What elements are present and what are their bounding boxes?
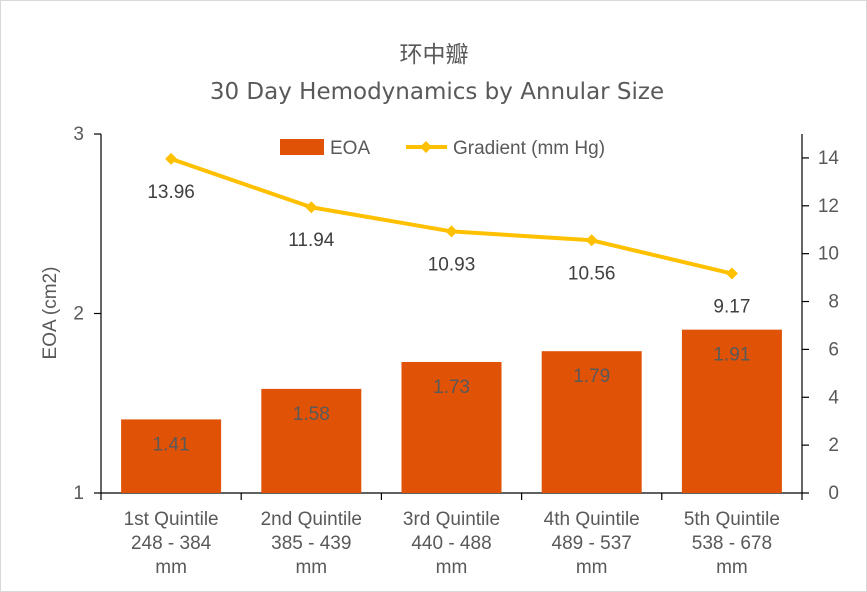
category-label-line: 1st Quintile	[124, 509, 219, 530]
gradient-data-label: 10.56	[568, 263, 616, 284]
category-label-line: mm	[155, 557, 187, 578]
legend-eoa-swatch	[280, 139, 324, 155]
gradient-marker	[725, 267, 738, 280]
category-label-line: mm	[576, 557, 608, 578]
bar-data-label: 1.41	[153, 434, 190, 455]
gradient-marker	[165, 152, 178, 165]
category-label-line: 2nd Quintile	[261, 509, 362, 530]
bar-eoa	[261, 388, 362, 493]
category-label-line: 248 - 384	[131, 533, 212, 554]
category-label: 2nd Quintile 385 - 439 mm	[261, 509, 362, 578]
gradient-data-label: 11.94	[288, 230, 335, 251]
labels-layer: 1.41 1.58 1.73 1.79 1.91 13.96 11.94 10.93 10.56…	[147, 182, 750, 456]
right-axis-tick-label: 8	[828, 292, 839, 313]
gradient-marker	[305, 201, 318, 214]
right-axis-tick-label: 12	[818, 196, 839, 217]
left-axis-tick-label: 2	[73, 304, 84, 325]
gradient-data-label: 13.96	[147, 182, 195, 203]
category-label-line: mm	[716, 557, 748, 578]
bars-layer	[121, 329, 782, 493]
category-label: 5th Quintile 538 - 678 mm	[684, 509, 780, 578]
bar-eoa	[401, 361, 502, 493]
category-label-line: mm	[295, 557, 327, 578]
gradient-marker	[445, 225, 458, 238]
category-label: 4th Quintile 489 - 537 mm	[544, 509, 640, 578]
gradient-data-label: 9.17	[713, 297, 750, 318]
right-axis-tick-label: 6	[828, 339, 839, 360]
legend: EOA Gradient (mm Hg)	[280, 138, 605, 159]
left-axis-tick-label: 1	[73, 483, 84, 504]
right-axis-tick-label: 2	[828, 435, 839, 456]
right-axis-tick-label: 0	[828, 483, 839, 504]
bar-data-label: 1.91	[713, 345, 750, 366]
category-label-line: 440 - 488	[411, 533, 491, 554]
chart-title: 环中瓣	[400, 42, 469, 68]
gradient-marker	[585, 234, 598, 247]
legend-eoa-label: EOA	[330, 138, 370, 159]
category-label: 3rd Quintile 440 - 488 mm	[403, 509, 500, 578]
category-label-line: 489 - 537	[552, 533, 632, 554]
category-label-line: mm	[436, 557, 468, 578]
right-axis-tick-label: 4	[828, 387, 839, 408]
chart-subtitle: 30 Day Hemodynamics by Annular Size	[210, 79, 664, 105]
category-label-line: 3rd Quintile	[403, 509, 500, 530]
bar-eoa	[121, 419, 222, 493]
bar-eoa	[681, 329, 782, 493]
bar-data-label: 1.58	[293, 404, 330, 425]
left-axis-tick-label: 3	[73, 124, 84, 145]
gradient-data-label: 10.93	[428, 254, 476, 275]
left-axis-title: EOA (cm2)	[40, 267, 61, 360]
right-axis-tick-label: 10	[818, 244, 839, 265]
category-label-line: 5th Quintile	[684, 509, 780, 530]
bar-data-label: 1.73	[433, 377, 470, 398]
legend-gradient-marker	[420, 141, 432, 153]
category-label: 1st Quintile 248 - 384 mm	[124, 509, 219, 578]
bar-eoa	[541, 351, 642, 493]
right-axis-tick-label: 14	[818, 148, 840, 169]
category-label-line: 385 - 439	[271, 533, 351, 554]
bar-data-label: 1.79	[573, 366, 610, 387]
line-layer	[165, 152, 738, 280]
legend-gradient-label: Gradient (mm Hg)	[453, 138, 605, 159]
category-label-line: 4th Quintile	[544, 509, 640, 530]
category-label-line: 538 - 678	[692, 533, 772, 554]
